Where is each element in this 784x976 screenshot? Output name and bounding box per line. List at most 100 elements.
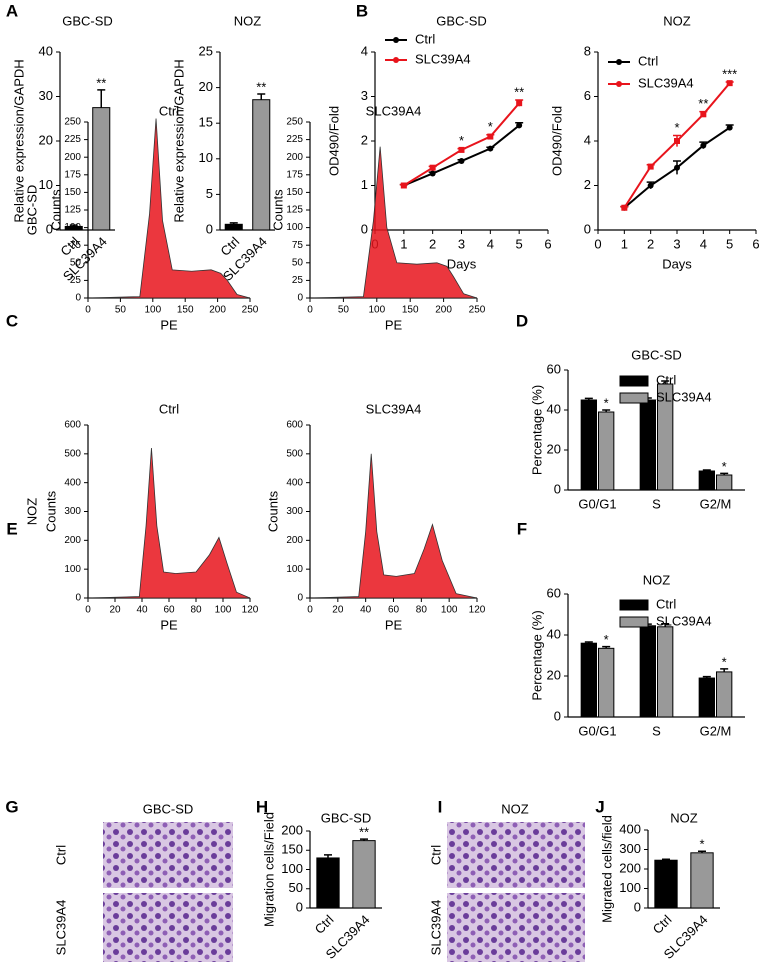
x-tick-label: 80 [416, 605, 428, 616]
chart-title: Ctrl [159, 103, 179, 118]
x-tick-label: 40 [136, 605, 148, 616]
y-axis-label: OD490/Fold [326, 106, 341, 176]
x-tick-label: 4 [487, 236, 494, 251]
y-tick-label: 0 [554, 481, 561, 496]
panel-label: C [6, 311, 18, 330]
panel-label: D [516, 311, 528, 330]
y-tick-label: 0 [634, 899, 641, 914]
x-tick-label: 0 [594, 236, 601, 251]
y-tick-label: 200 [619, 860, 641, 875]
chart-title: SLC39A4 [366, 401, 422, 416]
panel-label: E [6, 519, 17, 538]
x-tick-label: 5 [516, 236, 523, 251]
legend-label: SLC39A4 [656, 389, 712, 404]
row-label: GBC-SD [24, 185, 39, 236]
x-tick-label: 100 [441, 605, 458, 616]
y-tick-label: 40 [39, 43, 53, 58]
bar [690, 852, 714, 909]
y-axis-label: Relative expression/GAPDH [171, 59, 186, 222]
error-bar [324, 854, 332, 858]
x-tick-label: G2/M [700, 723, 732, 738]
y-tick-label: 10 [199, 150, 213, 165]
y-tick-label: 75 [292, 240, 304, 251]
legend-marker [616, 81, 622, 87]
y-tick-label: 4 [361, 43, 368, 58]
point [700, 111, 707, 118]
y-axis-label: Percentage (%) [529, 610, 544, 700]
bar [64, 225, 83, 231]
y-tick-label: 300 [64, 506, 81, 517]
legend-label: Ctrl [415, 31, 435, 46]
y-tick-label: 15 [199, 115, 213, 130]
point [429, 170, 436, 177]
point [458, 158, 465, 165]
legend-swatch [619, 599, 649, 611]
x-tick-label: Ctrl [650, 912, 675, 937]
bar [657, 626, 674, 718]
y-tick-label: 5 [206, 186, 213, 201]
y-tick-label: 300 [286, 506, 303, 517]
panel-label: A [6, 1, 18, 20]
y-tick-label: 400 [64, 477, 81, 488]
x-tick-label: S [652, 496, 661, 511]
significance: * [674, 120, 679, 135]
y-tick-label: 100 [281, 861, 303, 876]
y-tick-label: 100 [64, 222, 81, 233]
x-axis-label: PE [385, 317, 403, 332]
y-axis-label: Migrated cells/field [599, 815, 614, 923]
y-tick-label: 175 [286, 169, 303, 180]
y-tick-label: 200 [286, 152, 303, 163]
point [487, 145, 494, 152]
bar [698, 470, 715, 491]
x-tick-label: 100 [144, 305, 161, 316]
y-axis-label: OD490/Fold [549, 106, 564, 176]
y-tick-label: 250 [64, 117, 81, 128]
x-tick-label: 40 [360, 605, 372, 616]
y-tick-label: 0 [297, 293, 303, 304]
legend-label: SLC39A4 [656, 613, 712, 628]
y-tick-label: 0 [75, 293, 81, 304]
bar [639, 625, 656, 718]
y-tick-label: 225 [286, 134, 303, 145]
x-tick-label: 60 [388, 605, 400, 616]
y-tick-label: 1 [361, 177, 368, 192]
y-tick-label: 40 [547, 401, 561, 416]
bar [639, 399, 656, 491]
y-tick-label: 500 [286, 448, 303, 459]
micrograph [103, 822, 233, 888]
y-tick-label: 600 [286, 420, 303, 431]
y-tick-label: 60 [547, 361, 561, 376]
y-tick-label: 0 [297, 593, 303, 604]
y-tick-label: 20 [199, 79, 213, 94]
y-tick-label: 25 [70, 275, 82, 286]
bar [580, 642, 597, 718]
y-axis-label: Migration cells/Field [261, 812, 276, 927]
error-bar [661, 622, 670, 627]
y-tick-label: 20 [547, 667, 561, 682]
x-tick-label: 100 [368, 305, 385, 316]
point [621, 204, 628, 211]
x-tick-label: 1 [400, 236, 407, 251]
y-tick-label: 2 [584, 177, 591, 192]
x-tick-label: 50 [115, 305, 127, 316]
y-tick-label: 225 [64, 134, 81, 145]
y-tick-label: 150 [281, 842, 303, 857]
panel-label: J [595, 797, 604, 816]
y-tick-label: 0 [206, 221, 213, 236]
x-tick-label: 80 [190, 605, 202, 616]
x-tick-label: 1 [621, 236, 628, 251]
micrograph [447, 822, 585, 888]
y-tick-label: 150 [64, 187, 81, 198]
y-tick-label: 40 [547, 626, 561, 641]
y-tick-label: 4 [584, 132, 591, 147]
bar [224, 223, 243, 231]
micrograph [103, 893, 233, 962]
y-tick-label: 0 [584, 221, 591, 236]
legend-swatch [619, 375, 649, 387]
legend-label: Ctrl [656, 596, 676, 611]
y-axis-label: Counts [43, 490, 58, 532]
y-tick-label: 20 [39, 132, 53, 147]
y-tick-label: 100 [286, 222, 303, 233]
bar [716, 474, 733, 491]
error-bar [97, 89, 106, 108]
